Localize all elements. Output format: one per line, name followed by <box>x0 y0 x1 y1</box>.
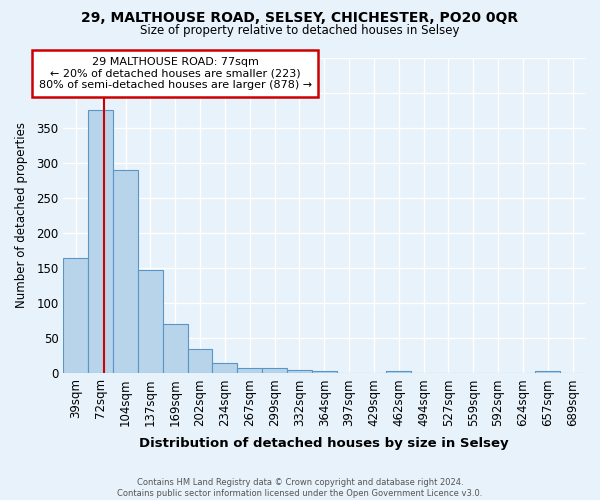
Bar <box>113 170 138 374</box>
Bar <box>64 258 88 374</box>
Bar <box>535 370 560 374</box>
Bar <box>386 370 411 374</box>
Text: Size of property relative to detached houses in Selsey: Size of property relative to detached ho… <box>140 24 460 37</box>
Bar <box>262 368 287 374</box>
Text: Contains HM Land Registry data © Crown copyright and database right 2024.
Contai: Contains HM Land Registry data © Crown c… <box>118 478 482 498</box>
Bar <box>138 270 163 374</box>
Bar <box>212 363 237 374</box>
Bar <box>88 110 113 374</box>
Bar <box>188 349 212 374</box>
Bar <box>163 324 188 374</box>
X-axis label: Distribution of detached houses by size in Selsey: Distribution of detached houses by size … <box>139 437 509 450</box>
Bar <box>287 370 312 374</box>
Bar <box>237 368 262 374</box>
Y-axis label: Number of detached properties: Number of detached properties <box>15 122 28 308</box>
Text: 29, MALTHOUSE ROAD, SELSEY, CHICHESTER, PO20 0QR: 29, MALTHOUSE ROAD, SELSEY, CHICHESTER, … <box>82 12 518 26</box>
Text: 29 MALTHOUSE ROAD: 77sqm
← 20% of detached houses are smaller (223)
80% of semi-: 29 MALTHOUSE ROAD: 77sqm ← 20% of detach… <box>38 57 312 90</box>
Bar <box>312 372 337 374</box>
